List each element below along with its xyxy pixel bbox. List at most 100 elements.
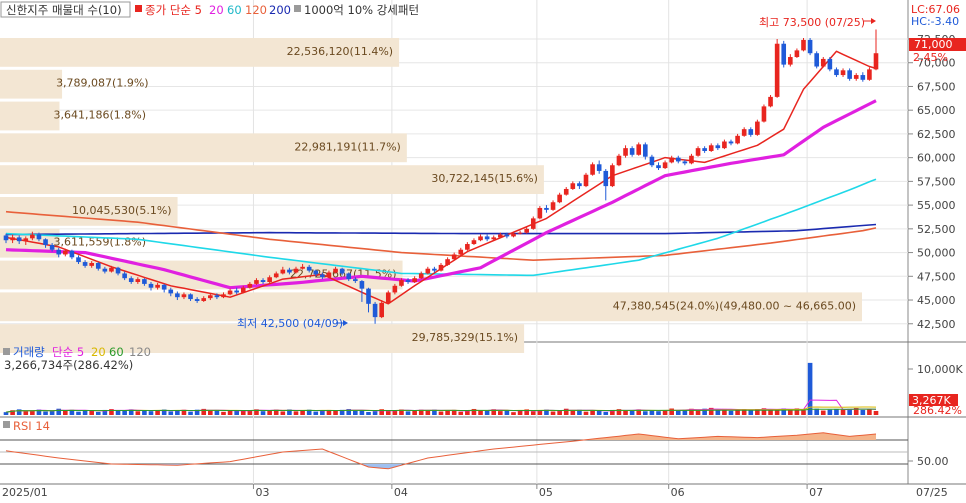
candle-body[interactable] bbox=[623, 148, 628, 156]
candle-body[interactable] bbox=[69, 250, 75, 258]
candle-body[interactable] bbox=[853, 75, 859, 79]
candle-body[interactable] bbox=[715, 145, 721, 149]
candle-body[interactable] bbox=[801, 39, 806, 51]
candle-body[interactable] bbox=[788, 57, 793, 65]
candle-body[interactable] bbox=[741, 129, 747, 136]
candle-body[interactable] bbox=[109, 267, 114, 272]
candle-body[interactable] bbox=[128, 278, 134, 282]
candle-body[interactable] bbox=[432, 268, 437, 271]
candle-body[interactable] bbox=[840, 70, 846, 76]
candle-body[interactable] bbox=[333, 268, 338, 273]
candle-body[interactable] bbox=[326, 272, 332, 278]
volume-legend-title[interactable]: 거래량 bbox=[13, 345, 45, 359]
candle-body[interactable] bbox=[30, 234, 35, 239]
candle-body[interactable] bbox=[768, 96, 773, 107]
candle-body[interactable] bbox=[484, 236, 490, 240]
candle-body[interactable] bbox=[3, 235, 9, 241]
candle-body[interactable] bbox=[353, 279, 358, 282]
candle-body[interactable] bbox=[95, 263, 101, 269]
candle-body[interactable] bbox=[306, 266, 312, 271]
candle-body[interactable] bbox=[234, 290, 239, 293]
candle-body[interactable] bbox=[438, 264, 444, 271]
candle-body[interactable] bbox=[708, 145, 714, 151]
candle-body[interactable] bbox=[247, 283, 253, 288]
candle-body[interactable] bbox=[616, 155, 622, 166]
candle-body[interactable] bbox=[194, 299, 200, 301]
candle-body[interactable] bbox=[56, 249, 62, 255]
candle-body[interactable] bbox=[227, 290, 233, 295]
candle-body[interactable] bbox=[10, 237, 15, 241]
candle-body[interactable] bbox=[550, 202, 556, 210]
candle-body[interactable] bbox=[689, 155, 694, 164]
candle-body[interactable] bbox=[201, 298, 207, 301]
legend-ma20[interactable]: 20 bbox=[209, 3, 224, 17]
candle-body[interactable] bbox=[43, 239, 48, 245]
candle-body[interactable] bbox=[636, 144, 642, 155]
candle-body[interactable] bbox=[399, 280, 404, 286]
volume-legend-20[interactable]: 20 bbox=[91, 345, 106, 359]
rsi-legend[interactable]: RSI 14 bbox=[13, 419, 50, 433]
candle-body[interactable] bbox=[208, 295, 213, 299]
candle-body[interactable] bbox=[418, 273, 424, 279]
candle-body[interactable] bbox=[544, 207, 549, 210]
candle-body[interactable] bbox=[89, 263, 94, 266]
candle-body[interactable] bbox=[23, 238, 29, 242]
candle-body[interactable] bbox=[702, 148, 707, 151]
candle-body[interactable] bbox=[491, 237, 497, 240]
candle-body[interactable] bbox=[755, 121, 760, 135]
candle-body[interactable] bbox=[682, 161, 688, 164]
candle-body[interactable] bbox=[610, 165, 615, 187]
candle-body[interactable] bbox=[590, 164, 595, 175]
legend-ma200[interactable]: 200 bbox=[269, 3, 291, 17]
candle-body[interactable] bbox=[451, 254, 457, 260]
candle-body[interactable] bbox=[16, 237, 22, 242]
candle-body[interactable] bbox=[122, 273, 127, 279]
candle-body[interactable] bbox=[511, 233, 516, 237]
candle-body[interactable] bbox=[293, 268, 299, 273]
candle-body[interactable] bbox=[781, 43, 787, 65]
candle-body[interactable] bbox=[82, 262, 88, 266]
candle-body[interactable] bbox=[530, 218, 536, 229]
candle-body[interactable] bbox=[669, 157, 674, 163]
candle-body[interactable] bbox=[379, 302, 384, 318]
candle-body[interactable] bbox=[675, 157, 681, 162]
candle-body[interactable] bbox=[385, 292, 391, 303]
candle-body[interactable] bbox=[221, 294, 226, 298]
candle-body[interactable] bbox=[405, 280, 411, 282]
candle-body[interactable] bbox=[458, 249, 464, 255]
candle-body[interactable] bbox=[820, 58, 826, 67]
candle-body[interactable] bbox=[214, 295, 220, 298]
candle-body[interactable] bbox=[465, 244, 470, 250]
legend-ma120[interactable]: 120 bbox=[245, 3, 267, 17]
candle-body[interactable] bbox=[814, 53, 819, 67]
volume-legend-ma[interactable]: 단순 5 bbox=[52, 345, 84, 359]
volume-legend-120[interactable]: 120 bbox=[129, 345, 151, 359]
candle-body[interactable] bbox=[735, 135, 740, 144]
candle-body[interactable] bbox=[478, 236, 483, 241]
candle-body[interactable] bbox=[366, 288, 371, 304]
candle-body[interactable] bbox=[570, 183, 576, 189]
candle-body[interactable] bbox=[161, 284, 167, 290]
candle-body[interactable] bbox=[583, 174, 589, 187]
candle-body[interactable] bbox=[240, 287, 246, 293]
candle-body[interactable] bbox=[524, 228, 529, 233]
volume-legend-60[interactable]: 60 bbox=[109, 345, 124, 359]
legend-box[interactable] bbox=[0, 1, 131, 18]
candle-body[interactable] bbox=[557, 194, 562, 203]
candle-body[interactable] bbox=[794, 50, 800, 58]
candle-body[interactable] bbox=[563, 188, 569, 195]
candle-body[interactable] bbox=[188, 294, 193, 300]
candle-body[interactable] bbox=[722, 141, 727, 149]
candle-body[interactable] bbox=[412, 278, 417, 282]
candle-body[interactable] bbox=[517, 232, 523, 234]
candle-body[interactable] bbox=[761, 106, 767, 122]
legend-close-ma[interactable]: 종가 단순 5 bbox=[145, 3, 202, 17]
candle-body[interactable] bbox=[49, 244, 55, 250]
legend-pattern[interactable]: 1000억 10% 강세패턴 bbox=[304, 3, 419, 17]
candle-body[interactable] bbox=[827, 58, 833, 70]
candle-body[interactable] bbox=[498, 234, 503, 238]
candle-body[interactable] bbox=[115, 267, 121, 274]
candle-body[interactable] bbox=[445, 259, 450, 265]
candle-body[interactable] bbox=[36, 234, 42, 240]
